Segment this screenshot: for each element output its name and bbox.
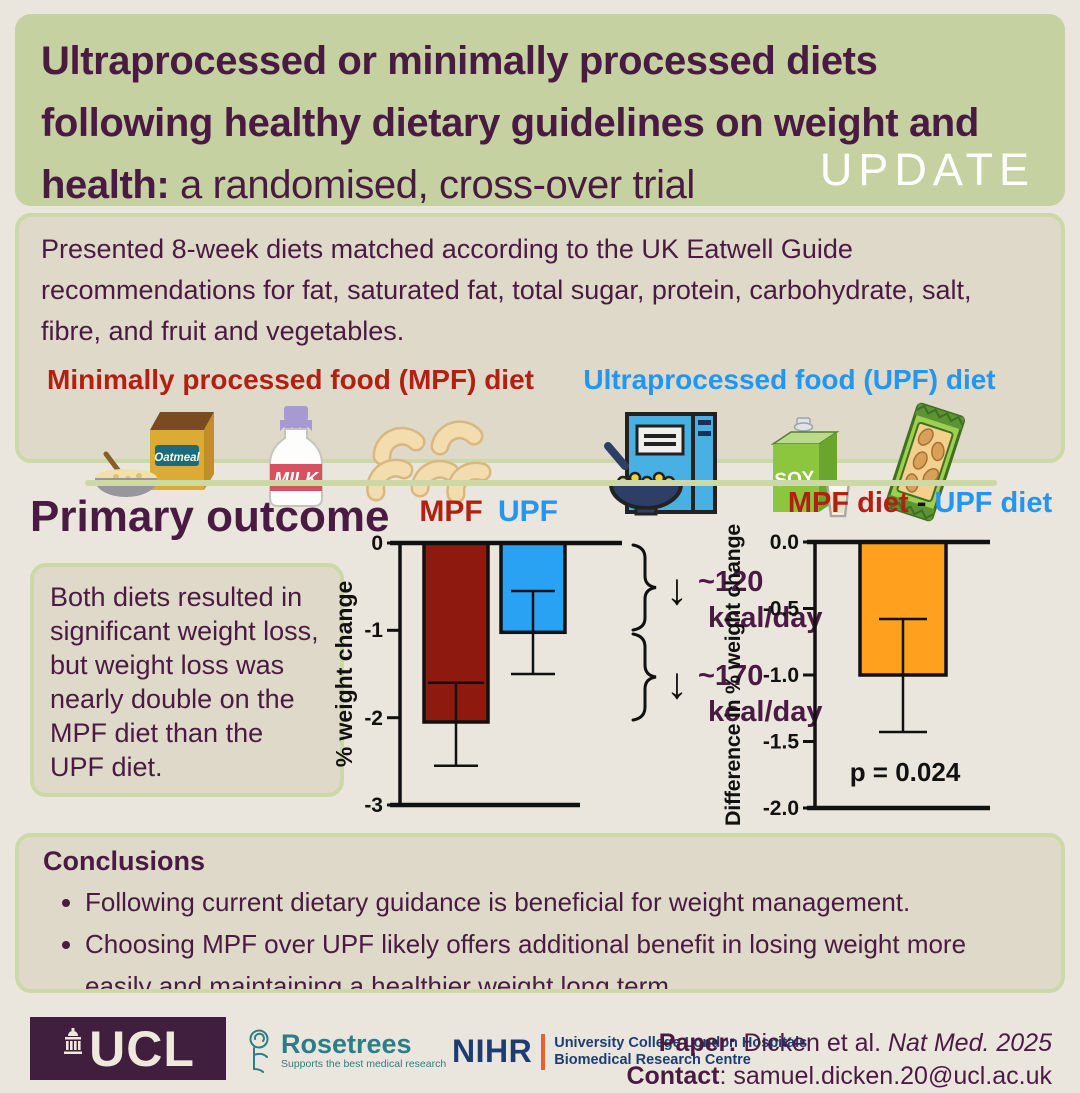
contact-line: Contact: samuel.dicken.20@ucl.ac.uk bbox=[626, 1062, 1052, 1090]
page-title-line2: following healthy dietary guidelines on … bbox=[41, 101, 979, 145]
intro-text: Presented 8-week diets matched according… bbox=[41, 234, 972, 346]
chart1-ytick-2: -2 bbox=[364, 707, 383, 730]
brace-0-to-1 bbox=[631, 543, 657, 632]
chart2-ytick-4: -2.0 bbox=[763, 797, 799, 820]
annotation-170-unit: kcal/day bbox=[708, 696, 822, 728]
chart1-category-upf: UPF bbox=[498, 495, 558, 528]
ucl-logo-text: UCL bbox=[89, 1020, 195, 1077]
conclusions-heading: Conclusions bbox=[43, 846, 206, 876]
chart2-ytick-3: -1.5 bbox=[763, 731, 800, 754]
mpf-column: Minimally processed food (MPF) diet Oatm… bbox=[41, 360, 540, 522]
primary-summary-card: Both diets resulted in significant weigh… bbox=[30, 563, 344, 797]
nihr-org-line1: University College London Hospitals bbox=[554, 1034, 808, 1051]
conclusion-bullet-1: Following current dietary guidance is be… bbox=[85, 881, 1037, 923]
weight-change-chart: MPF UPF % weight change 0 -1 -2 -3 ↓ ~12… bbox=[331, 495, 822, 817]
difference-chart: MPF diet - UPF diet Difference in % weig… bbox=[721, 487, 1053, 826]
milk-label: MILK bbox=[274, 469, 320, 489]
conclusions-card: Conclusions Following current dietary gu… bbox=[15, 833, 1065, 993]
ucl-portico-icon bbox=[64, 1027, 83, 1054]
nihr-logo: NIHR University College London Hospitals… bbox=[452, 1033, 807, 1070]
header-card: Ultraprocessed or minimally processed di… bbox=[15, 14, 1065, 207]
chart1-ytick-0: 0 bbox=[371, 532, 383, 555]
down-arrow-icon: ↓ bbox=[666, 659, 688, 708]
oatmeal-label: Oatmeal bbox=[154, 452, 200, 464]
nihr-org-line2: Biomedical Research Centre bbox=[554, 1051, 751, 1068]
conclusions-list: Following current dietary guidance is be… bbox=[43, 881, 1037, 989]
chart1-ytick-1: -1 bbox=[364, 619, 383, 642]
section-divider bbox=[85, 480, 997, 486]
update-logo: UPDATE bbox=[819, 144, 1035, 195]
down-arrow-icon: ↓ bbox=[666, 565, 688, 614]
chart2-y-axis-label: Difference in % weight change bbox=[721, 524, 745, 826]
rosetrees-tagline: Supports the best medical research bbox=[281, 1058, 447, 1070]
p-value-label: p = 0.024 bbox=[850, 757, 961, 787]
chart2-ytick-1: -0.5 bbox=[763, 598, 800, 621]
upf-diet-heading: Ultraprocessed food (UPF) diet bbox=[583, 364, 996, 395]
cashews-icon bbox=[365, 420, 491, 504]
annotation-170: ~170 bbox=[698, 660, 763, 692]
page-title-line3-regular: a randomised, cross-over trial bbox=[169, 163, 695, 207]
page-title-line3: health: a randomised, cross-over trial bbox=[41, 154, 1039, 216]
primary-outcome-heading: Primary outcome bbox=[30, 492, 390, 541]
conclusion-bullet-2: Choosing MPF over UPF likely offers addi… bbox=[85, 923, 1037, 989]
page-title-line1: Ultraprocessed or minimally processed di… bbox=[41, 39, 878, 83]
chart1-ytick-3: -3 bbox=[364, 794, 383, 817]
page-title-line3-bold: health: bbox=[41, 163, 170, 207]
brace-1-to-2 bbox=[631, 632, 657, 722]
rosetrees-name: Rosetrees bbox=[281, 1029, 412, 1059]
intro-card: Presented 8-week diets matched according… bbox=[15, 213, 1065, 522]
primary-summary-text: Both diets resulted in significant weigh… bbox=[50, 582, 319, 782]
mpf-error-bar bbox=[428, 681, 484, 767]
rosetrees-logo: Rosetrees Supports the best medical rese… bbox=[243, 1028, 446, 1074]
chart2-ytick-0: 0.0 bbox=[770, 531, 799, 554]
paper-citation: Paper: Dicken et al. Nat Med. 2025 bbox=[658, 1029, 1052, 1057]
difference-error-bar bbox=[879, 617, 927, 734]
nihr-name: NIHR bbox=[452, 1033, 533, 1069]
paper-contact-block: Paper: Dicken et al. Nat Med. 2025 Conta… bbox=[626, 1027, 1052, 1093]
chart2-ytick-2: -1.0 bbox=[763, 664, 799, 687]
rosetrees-tree-icon bbox=[249, 1029, 269, 1073]
mpf-diet-heading: Minimally processed food (MPF) diet bbox=[47, 364, 534, 395]
annotation-120: ~120 bbox=[698, 566, 763, 598]
soy-milk-icon: SOY bbox=[770, 417, 851, 518]
chart2-title: MPF diet - UPF diet bbox=[788, 487, 1053, 519]
upf-error-bar bbox=[511, 589, 555, 676]
nihr-divider-bar bbox=[541, 1033, 546, 1070]
chart1-y-axis-label: % weight change bbox=[331, 581, 357, 768]
chart1-category-mpf: MPF bbox=[419, 495, 482, 528]
ucl-logo: UCL bbox=[30, 1017, 226, 1080]
